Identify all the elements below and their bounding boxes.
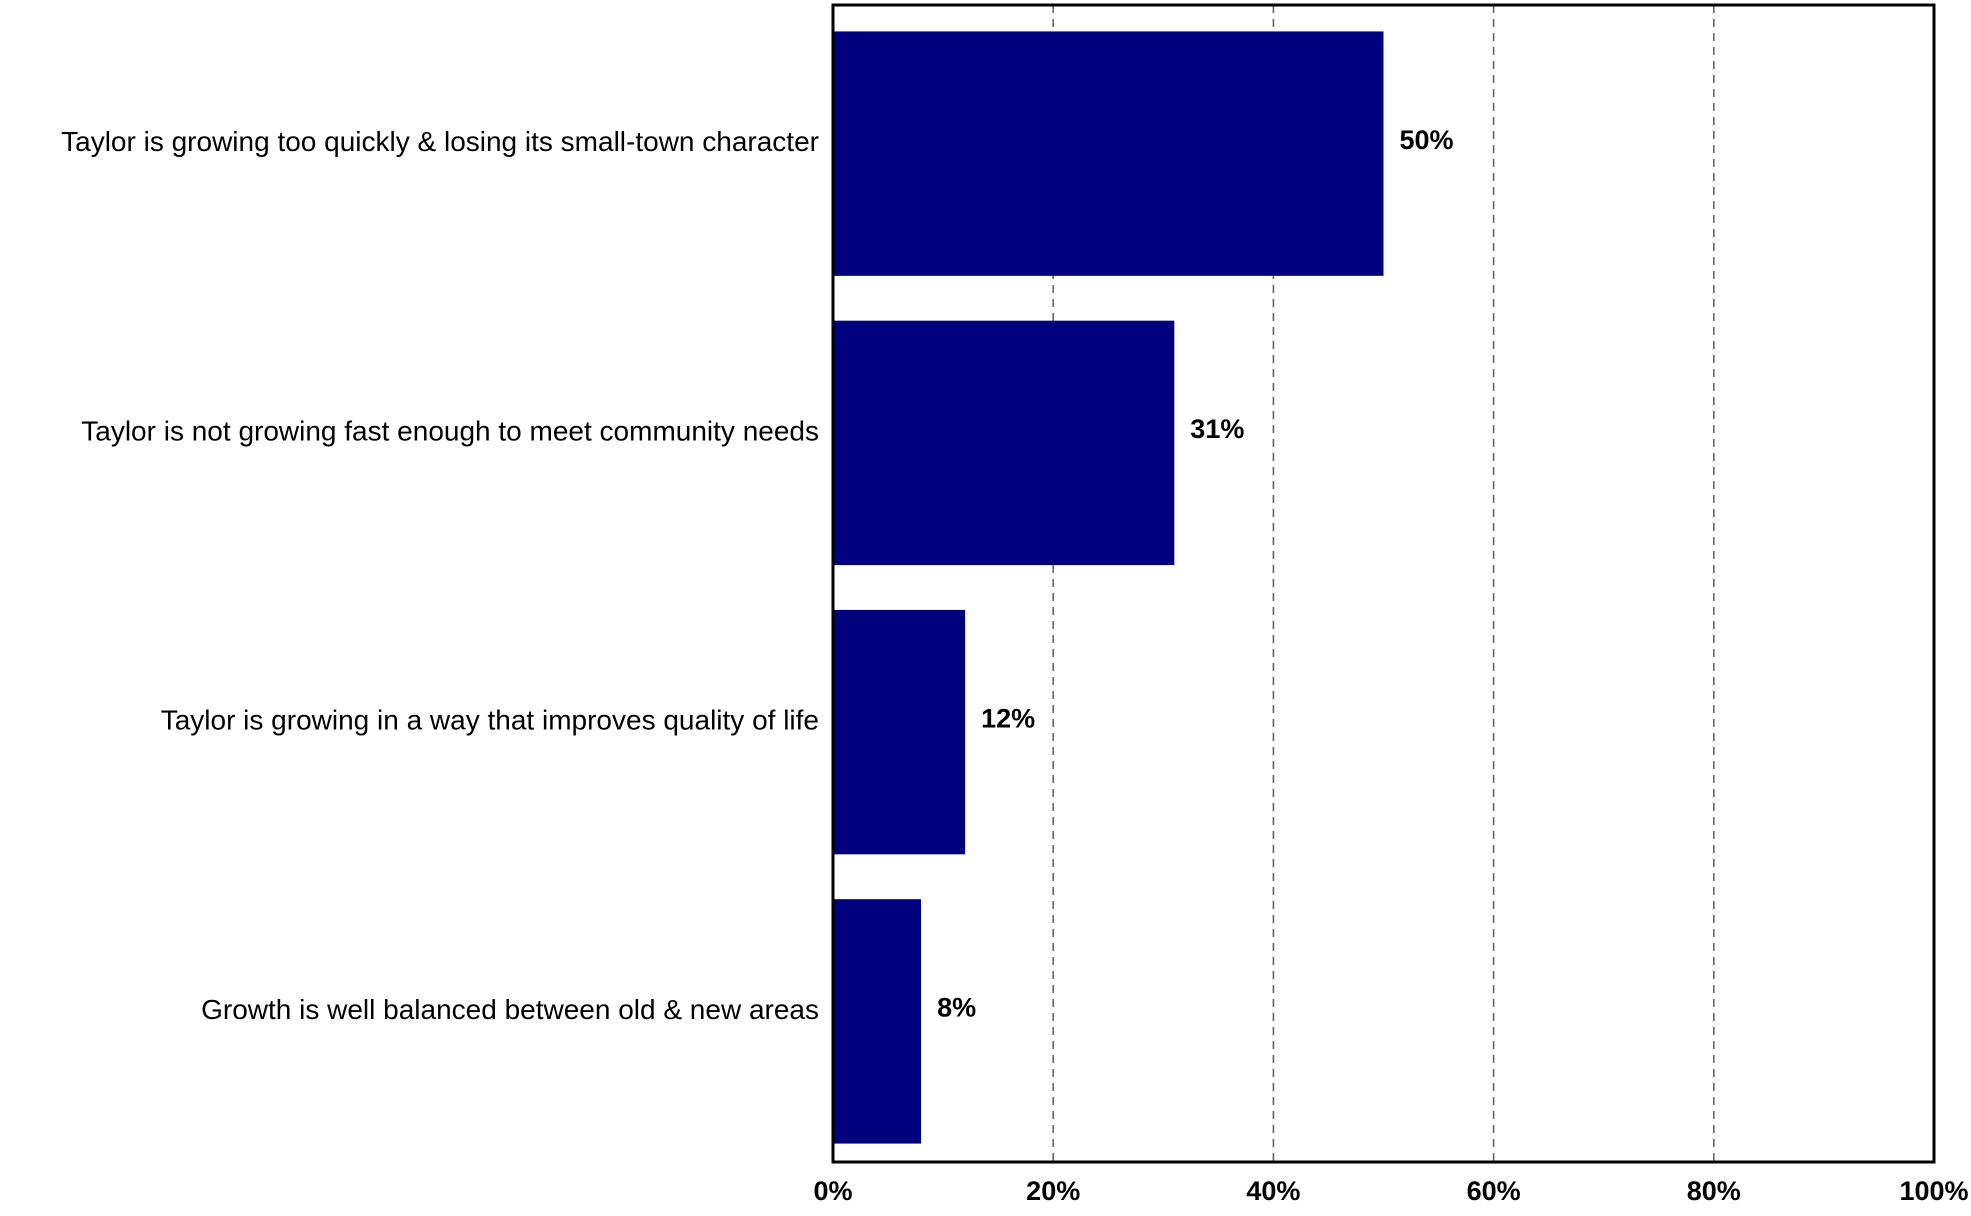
bars [833,31,1384,1144]
value-label-2: 31% [1190,414,1244,444]
x-tick-label-0: 0% [813,1176,852,1206]
x-tick-label-100: 100% [1899,1176,1968,1206]
category-label-3: Taylor is growing in a way that improves… [161,705,819,736]
value-label-3: 12% [981,703,1035,733]
value-label-4: 8% [937,993,976,1023]
x-tick-label-60: 60% [1467,1176,1521,1206]
x-tick-label-80: 80% [1687,1176,1741,1206]
bar-3 [833,609,966,855]
plot-area-frame [831,3,1936,1164]
bar-1 [833,31,1384,276]
category-label-1: Taylor is growing too quickly & losing i… [61,126,819,157]
x-tick-label-20: 20% [1026,1176,1080,1206]
value-label-1: 50% [1400,125,1454,155]
category-labels: Taylor is growing too quickly & losing i… [61,126,819,1025]
x-tick-label-40: 40% [1246,1176,1300,1206]
bar-2 [833,320,1175,566]
value-labels: 50% 31% 12% 8% [937,125,1453,1023]
x-axis-tick-labels: 0% 20% 40% 60% 80% 100% [813,1176,1968,1206]
category-label-4: Growth is well balanced between old & ne… [201,994,819,1025]
bar-4 [833,899,922,1144]
gridlines [1052,5,1715,1162]
category-label-2: Taylor is not growing fast enough to mee… [81,415,819,446]
